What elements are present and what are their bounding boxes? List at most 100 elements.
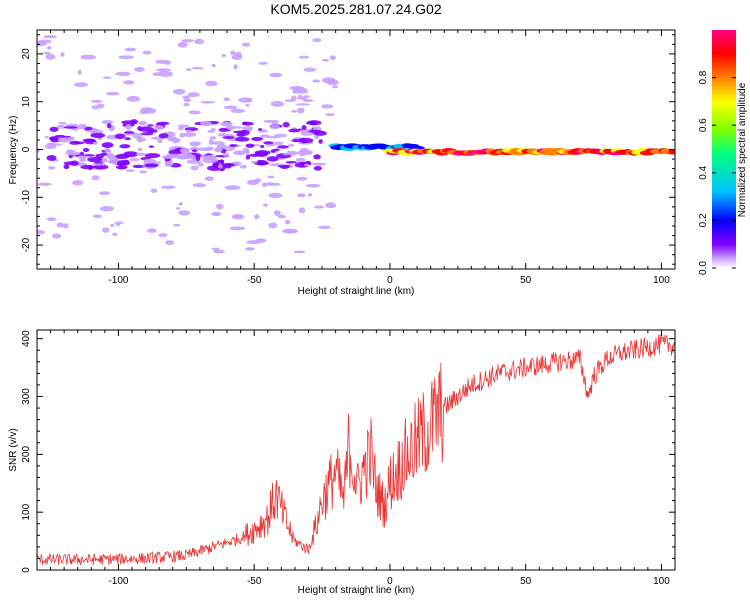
heatmap-cell — [258, 61, 268, 65]
heatmap-cell — [207, 130, 215, 133]
heatmap-cell — [69, 160, 80, 166]
heatmap-cell — [211, 211, 222, 217]
colorbar-tick-label: 0.6 — [698, 118, 709, 132]
colorbar-ticks: 0.0 0.2 0.4 0.6 0.8 — [698, 70, 736, 275]
heatmap-cell — [217, 164, 223, 169]
figure-title: KOM5.2025.281.07.24.G02 — [270, 1, 441, 17]
heatmap-cell — [44, 135, 49, 139]
x-tick-label: 100 — [653, 576, 670, 587]
heatmap-cell — [223, 164, 232, 169]
heatmap-cell — [230, 108, 245, 113]
heatmap-cell — [250, 160, 258, 164]
heatmap-cell — [104, 148, 111, 153]
heatmap-cell — [185, 68, 192, 71]
x-tick-label: 0 — [387, 275, 393, 286]
heatmap-cell — [148, 145, 155, 148]
heatmap-cell — [211, 247, 220, 251]
heatmap-cell — [135, 152, 147, 156]
heatmap-cell — [116, 160, 126, 166]
heatmap-cell — [108, 128, 115, 132]
heatmap-cell — [318, 139, 323, 144]
heatmap-cell — [137, 126, 143, 131]
x-tick-label: -100 — [108, 275, 128, 286]
heatmap-cell — [105, 91, 120, 96]
heatmap-cell — [263, 141, 274, 145]
heatmap-cell — [144, 108, 157, 114]
heatmap-cell — [92, 141, 98, 145]
heatmap-cell — [74, 141, 85, 145]
heatmap-cell — [189, 141, 202, 147]
heatmap-cell — [82, 138, 96, 143]
heatmap-cell — [74, 82, 89, 88]
heatmap-cell — [305, 121, 317, 125]
heatmap-cell — [262, 203, 268, 207]
heatmap-cell — [245, 154, 251, 160]
heatmap-cell — [305, 183, 321, 188]
y-tick-label: -20 — [21, 237, 32, 252]
heatmap-cell — [272, 120, 279, 125]
heatmap-cell — [156, 68, 172, 72]
heatmap-cell — [51, 233, 62, 239]
heatmap-cell — [80, 54, 96, 60]
snr-frame — [36, 329, 676, 571]
heatmap-cell — [195, 155, 201, 162]
heatmap-cell — [173, 223, 181, 227]
heatmap-cell — [49, 126, 59, 132]
heatmap-cell — [269, 124, 281, 130]
heatmap-cell — [43, 35, 57, 39]
heatmap-cell — [231, 213, 245, 220]
heatmap-cell — [177, 124, 190, 128]
heatmap-cell — [293, 250, 306, 254]
heatmap-cell — [158, 233, 168, 238]
y-tick-label: 0 — [21, 146, 32, 152]
heatmap-cell — [124, 47, 137, 52]
heatmap-cell — [239, 164, 247, 169]
heatmap-cell — [194, 38, 205, 45]
heatmap-cell — [261, 182, 268, 188]
heatmap-cell — [231, 54, 243, 61]
heatmap-cell — [137, 147, 143, 152]
heatmap-cell — [312, 38, 322, 42]
heatmap-cell — [288, 128, 301, 133]
heatmap-cell — [306, 150, 313, 155]
heatmap-cell — [118, 55, 134, 60]
heatmap-cell — [206, 146, 214, 151]
heatmap-cell — [329, 55, 336, 61]
heatmap-cell — [90, 132, 106, 139]
heatmap-cell — [38, 39, 52, 44]
heatmap-cell — [255, 238, 267, 243]
heatmap-cell — [197, 162, 204, 167]
heatmap-cell — [101, 119, 114, 125]
heatmap-cell — [270, 100, 285, 107]
x-tick-label: -100 — [108, 576, 128, 587]
heatmap-cell — [142, 50, 152, 55]
y-tick-label: 20 — [21, 48, 32, 60]
heatmap-cell — [322, 58, 330, 62]
heatmap-cell — [79, 151, 84, 156]
heatmap-cell — [307, 193, 313, 197]
x-tick-label: -50 — [247, 275, 262, 286]
heatmap-cell — [125, 123, 132, 130]
heatmap-cell — [191, 149, 198, 153]
heatmap-cell — [302, 98, 314, 103]
heatmap-cell — [233, 150, 247, 156]
heatmap-cell — [124, 137, 131, 141]
heatmap-cell — [234, 136, 250, 142]
heatmap-cell — [245, 103, 250, 107]
heatmap-cell — [241, 42, 251, 47]
heatmap-cell — [220, 121, 233, 127]
heatmap-cell — [318, 225, 331, 230]
heatmap-cell — [171, 137, 181, 144]
heatmap-cell — [112, 232, 118, 237]
heatmap-cell — [202, 157, 219, 164]
heatmap-cell — [301, 138, 307, 144]
heatmap-cell — [267, 175, 275, 179]
heatmap-cell — [273, 210, 281, 216]
y-tick-label: 100 — [21, 503, 32, 520]
heatmap-cell — [285, 161, 297, 164]
heatmap-cell — [212, 162, 220, 168]
heatmap-cell — [238, 97, 253, 103]
heatmap-cell — [115, 165, 128, 170]
heatmap-cell — [63, 164, 70, 170]
